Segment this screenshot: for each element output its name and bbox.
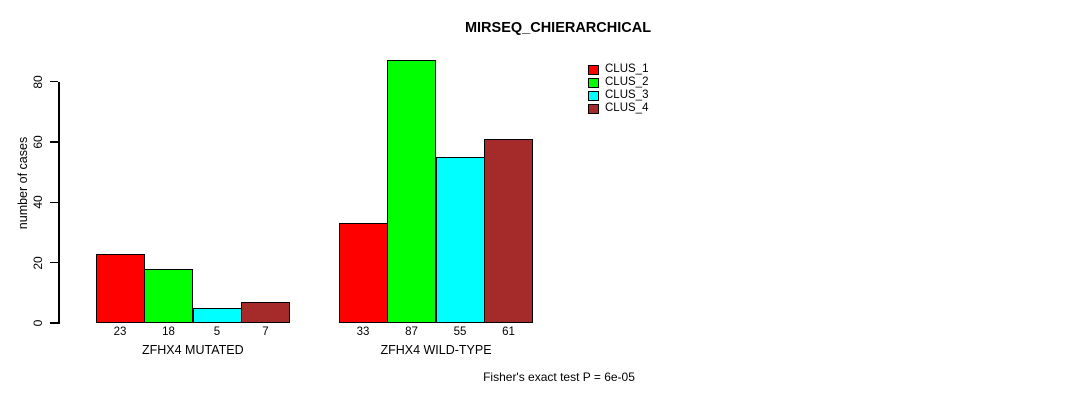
legend-item-clus_3: CLUS_3 [588,89,649,102]
bar-value-label: 5 [213,326,221,338]
x-category-label-mutated: ZFHX4 MUTATED [141,343,244,357]
bar-clus_1-group2 [338,223,388,323]
legend-swatch [588,64,599,76]
y-tick [49,80,58,83]
y-tick-label: 80 [31,74,45,89]
bar-clus_4-group1 [241,301,290,323]
legend-swatch [588,103,599,115]
bar-clus_2-group2 [387,60,436,323]
y-axis-line [58,81,60,324]
bar-value-label: 33 [356,326,370,338]
x-category-label-wild-type: ZFHX4 WILD-TYPE [380,343,492,357]
bar-value-label: 55 [453,326,467,338]
legend-item-clus_4: CLUS_4 [588,102,649,115]
y-tick-label: 60 [31,135,45,149]
bar-clus_1-group1 [95,253,145,323]
y-tick-label: 20 [31,255,45,270]
bar-value-label: 23 [113,326,127,338]
y-tick-label: 0 [31,319,45,327]
bar-value-label: 61 [502,326,515,338]
legend-label: CLUS_2 [605,76,649,89]
y-tick [49,261,58,264]
y-tick-label: 40 [31,195,45,209]
bar-clus_2-group1 [144,268,193,323]
y-axis-label: number of cases [16,136,30,230]
bar-value-label: 18 [162,326,175,338]
bar-value-label: 87 [405,326,418,338]
legend-item-clus_2: CLUS_2 [588,76,649,89]
legend-label: CLUS_1 [605,63,649,76]
legend-label: CLUS_4 [605,102,649,115]
legend-swatch [588,77,599,89]
y-tick [49,201,58,203]
y-tick [49,322,58,324]
legend-swatch [588,90,599,102]
bar-clus_3-group1 [192,307,242,323]
legend-item-clus_1: CLUS_1 [588,63,649,76]
chart-title: MIRSEQ_CHIERARCHICAL [464,20,652,36]
bar-value-label: 7 [262,326,269,338]
y-tick [49,141,58,143]
bar-clus_3-group2 [435,156,485,323]
legend-label: CLUS_3 [605,89,649,102]
footer-annotation: Fisher's exact test P = 6e-05 [483,370,635,384]
bar-clus_4-group2 [484,138,533,323]
